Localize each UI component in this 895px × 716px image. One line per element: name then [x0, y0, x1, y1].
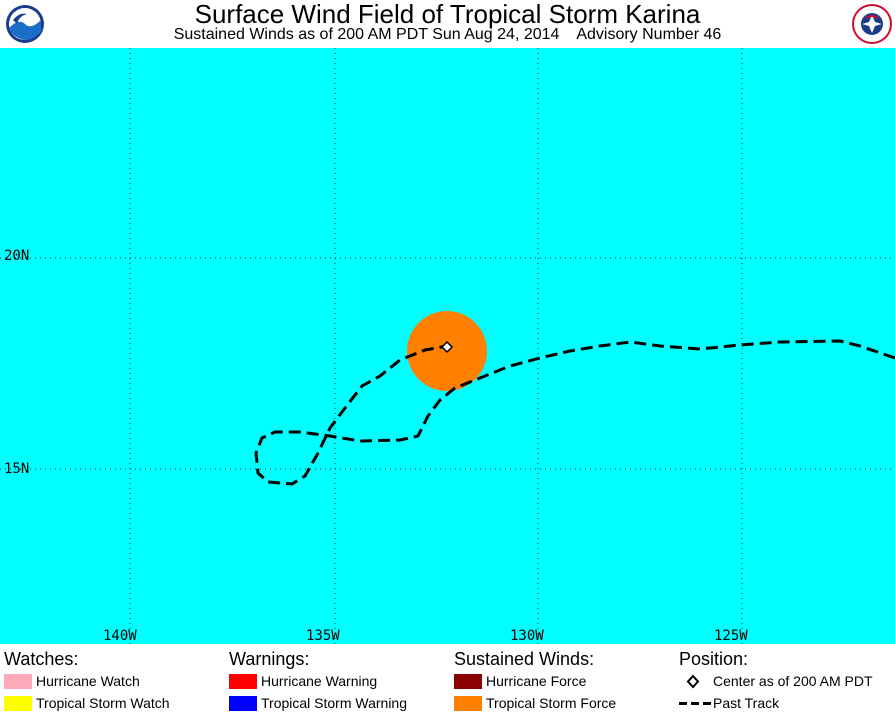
hurricane-watch-swatch — [4, 673, 32, 689]
legend-item: Tropical Storm Warning — [229, 692, 407, 714]
lon-label-140w: 140W — [103, 628, 137, 644]
legend-item: Hurricane Force — [454, 670, 616, 692]
hurricane-force-swatch — [454, 673, 482, 689]
legend-label: Hurricane Force — [486, 673, 587, 689]
legend-heading-warnings: Warnings: — [229, 649, 310, 669]
dashed-line-icon — [679, 701, 711, 705]
lat-label-15n: 15N — [4, 461, 30, 477]
lon-label-135w: 135W — [306, 628, 340, 644]
diamond-icon — [686, 674, 700, 688]
lon-label-130w: 130W — [510, 628, 544, 644]
legend-label: Tropical Storm Warning — [261, 695, 408, 711]
legend-heading-winds: Sustained Winds: — [454, 649, 595, 669]
legend-item: Past Track — [679, 692, 873, 714]
legend-item: Hurricane Watch — [4, 670, 170, 692]
map-title: Surface Wind Field of Tropical Storm Kar… — [194, 0, 701, 29]
past-track — [254, 339, 895, 486]
legend: Watches: Hurricane Watch Tropical Storm … — [0, 644, 895, 716]
tropical-storm-force-swatch — [454, 695, 482, 711]
lon-label-125w: 125W — [714, 628, 748, 644]
noaa-logo — [5, 4, 45, 44]
legend-item: Hurricane Warning — [229, 670, 407, 692]
legend-position: Position: Center as of 200 AM PDT Past T… — [679, 648, 873, 714]
legend-item: Tropical Storm Force — [454, 692, 616, 714]
legend-item: Tropical Storm Watch — [4, 692, 170, 714]
lat-label-20n: 20N — [4, 248, 30, 264]
legend-winds: Sustained Winds: Hurricane Force Tropica… — [454, 648, 616, 714]
legend-label: Past Track — [713, 695, 780, 711]
map-canvas — [0, 48, 895, 644]
legend-label: Hurricane Watch — [36, 673, 140, 689]
legend-label: Tropical Storm Watch — [36, 695, 170, 711]
legend-label: Tropical Storm Force — [486, 695, 617, 711]
legend-watches: Watches: Hurricane Watch Tropical Storm … — [4, 648, 170, 714]
legend-warnings: Warnings: Hurricane Warning Tropical Sto… — [229, 648, 407, 714]
legend-label: Center as of 200 AM PDT — [713, 673, 873, 689]
header: Surface Wind Field of Tropical Storm Kar… — [0, 0, 895, 48]
graticule — [0, 48, 895, 644]
tropical-storm-warning-swatch — [229, 695, 257, 711]
legend-label: Hurricane Warning — [261, 673, 378, 689]
tropical-storm-watch-swatch — [4, 695, 32, 711]
legend-heading-position: Position: — [679, 649, 749, 669]
legend-item: Center as of 200 AM PDT — [679, 670, 873, 692]
legend-heading-watches: Watches: — [4, 649, 79, 669]
map-area: 20N 15N 140W 135W 130W 125W — [0, 48, 895, 644]
storm-center-diamond — [440, 340, 454, 354]
nws-logo — [852, 4, 892, 44]
map-subtitle: Sustained Winds as of 200 AM PDT Sun Aug… — [173, 26, 722, 43]
hurricane-warning-swatch — [229, 673, 257, 689]
